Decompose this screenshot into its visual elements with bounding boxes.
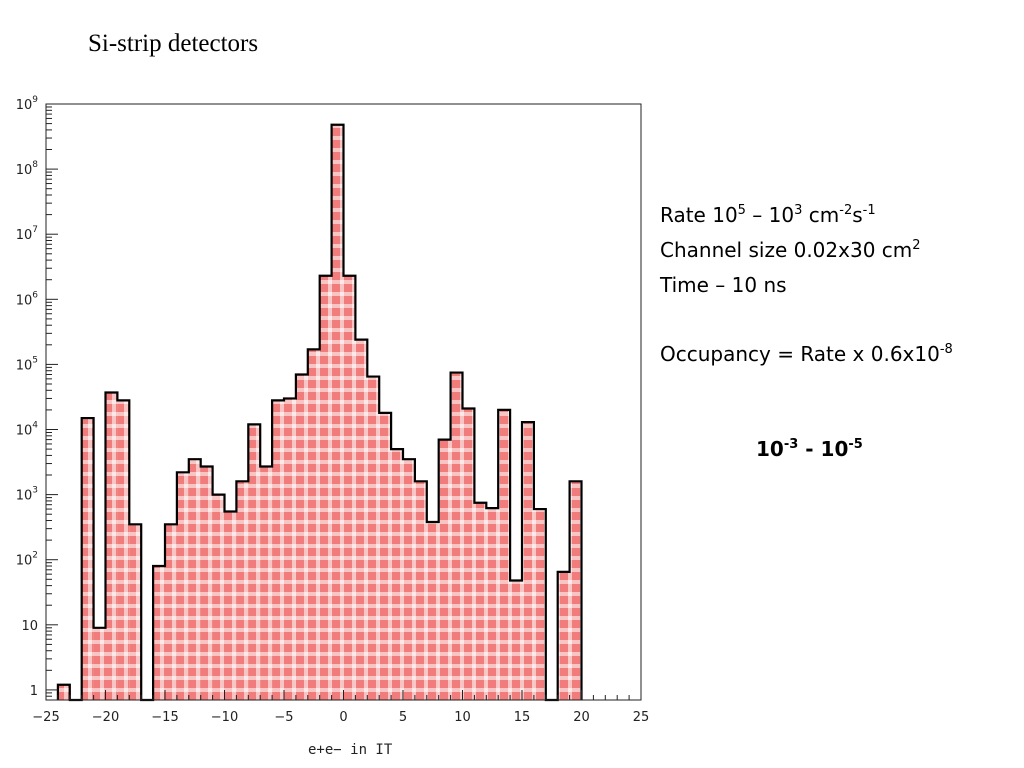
x-tick-label: −10 bbox=[211, 710, 238, 725]
histogram-bar bbox=[93, 627, 106, 700]
x-axis-label: e+e− in IT bbox=[308, 742, 393, 758]
x-tick-label: −5 bbox=[274, 710, 293, 725]
x-tick-label: −15 bbox=[151, 710, 178, 725]
histogram-bar bbox=[319, 275, 332, 700]
histogram-bar bbox=[307, 349, 320, 700]
y-tick-label: 109 bbox=[16, 95, 39, 113]
histogram-bar bbox=[129, 524, 142, 700]
histogram-bar bbox=[188, 459, 201, 700]
histogram-bar bbox=[57, 684, 70, 700]
histogram-bar bbox=[367, 376, 380, 700]
histogram-bar bbox=[260, 466, 273, 700]
histogram-bar bbox=[153, 566, 165, 700]
histogram-bar bbox=[462, 408, 475, 700]
y-tick-label: 102 bbox=[16, 551, 38, 569]
y-tick-label: 106 bbox=[16, 290, 39, 308]
x-tick-label: −20 bbox=[92, 710, 119, 725]
histogram-bar bbox=[379, 412, 392, 700]
x-tick-label: 20 bbox=[573, 710, 590, 725]
x-tick-label: 5 bbox=[399, 710, 407, 725]
y-tick-label: 1 bbox=[30, 684, 38, 699]
histogram-bar bbox=[236, 481, 249, 700]
notes-block: Rate 105 – 103 cm-2s-1 Channel size 0.02… bbox=[660, 198, 953, 372]
histogram-bar bbox=[81, 418, 94, 700]
y-tick-label: 107 bbox=[16, 225, 38, 243]
x-tick-label: 15 bbox=[514, 710, 531, 725]
histogram-bar bbox=[522, 422, 534, 700]
histogram-bar bbox=[176, 472, 189, 700]
histogram-bar bbox=[200, 466, 213, 700]
histogram-bar bbox=[355, 339, 368, 700]
histogram-bar bbox=[331, 124, 344, 700]
histogram-bar bbox=[391, 449, 403, 700]
y-tick-label: 108 bbox=[16, 160, 39, 178]
time-line: Time – 10 ns bbox=[660, 273, 787, 297]
rate-line: Rate 105 – 103 cm-2s-1 bbox=[660, 203, 876, 227]
histogram-bar bbox=[117, 400, 130, 700]
histogram-bar bbox=[224, 511, 237, 700]
histogram-bar bbox=[486, 508, 499, 700]
y-tick-label: 10 bbox=[21, 619, 38, 634]
x-tick-label: 0 bbox=[339, 710, 347, 725]
histogram-bar bbox=[533, 509, 546, 700]
histogram-bar bbox=[165, 524, 177, 700]
histogram-bar bbox=[343, 275, 356, 700]
y-tick-label: 103 bbox=[16, 486, 38, 504]
x-tick-label: 25 bbox=[633, 710, 650, 725]
histogram-bar bbox=[284, 398, 296, 700]
occupancy-line: Occupancy = Rate x 0.6x10-8 bbox=[660, 342, 953, 366]
histogram-bar bbox=[272, 400, 284, 700]
histogram-bar bbox=[105, 392, 118, 700]
histogram-bar bbox=[474, 502, 487, 700]
y-tick-label: 104 bbox=[16, 421, 39, 439]
histogram-bar bbox=[414, 481, 427, 700]
histogram-bar bbox=[450, 372, 463, 700]
occupancy-result: 10-3 - 10-5 bbox=[756, 437, 863, 461]
ticks-layer: −25 −20 −15 −10 −5 0 5 10 15 20 25 1 10 102 103 104 105 1… bbox=[16, 95, 650, 725]
bars-layer bbox=[57, 124, 582, 700]
histogram-bar bbox=[212, 494, 225, 700]
x-tick-label: 10 bbox=[454, 710, 471, 725]
histogram-bar bbox=[403, 459, 415, 700]
histogram-bar bbox=[510, 580, 522, 700]
histogram-bar bbox=[569, 481, 582, 700]
histogram-bar bbox=[438, 439, 451, 700]
histogram-bar bbox=[498, 409, 511, 700]
slide-title: Si-strip detectors bbox=[88, 30, 259, 57]
channel-line: Channel size 0.02x30 cm2 bbox=[660, 238, 921, 262]
histogram-bar bbox=[248, 424, 261, 700]
x-tick-label: −25 bbox=[32, 710, 59, 725]
y-tick-label: 105 bbox=[16, 355, 38, 373]
histogram-bar bbox=[295, 374, 308, 700]
histogram-outline bbox=[56, 123, 583, 702]
histogram-bar bbox=[426, 521, 439, 700]
histogram-bar bbox=[557, 571, 570, 700]
